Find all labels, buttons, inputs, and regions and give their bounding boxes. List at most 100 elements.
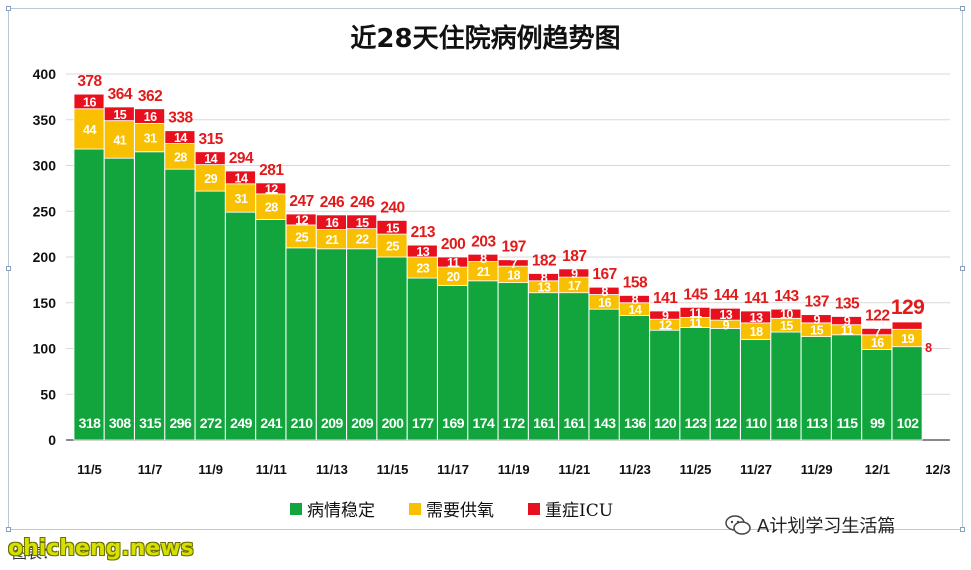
y-tick-label: 200 [33, 249, 57, 265]
data-label-icu: 14 [235, 171, 248, 185]
data-label-stable: 315 [139, 415, 162, 431]
y-tick-label: 300 [33, 158, 57, 174]
bar-stable [558, 292, 590, 441]
data-label-oxygen: 25 [295, 230, 308, 244]
bar-stable [225, 211, 256, 441]
resize-handle-bottom-left[interactable] [6, 527, 11, 532]
bar-icu [497, 259, 529, 267]
data-label-stable: 169 [442, 415, 465, 431]
x-tick-label: 11/11 [256, 462, 287, 477]
data-label-icu: 8 [541, 271, 548, 285]
x-tick-label: 11/21 [558, 462, 590, 477]
resize-handle-right[interactable] [960, 266, 965, 271]
data-label-icu: 16 [83, 95, 96, 109]
data-label-stable: 249 [230, 415, 253, 431]
bar-icu [619, 295, 650, 304]
y-tick-label: 50 [40, 386, 56, 402]
x-tick-label: 11/25 [680, 462, 712, 477]
x-tick-label: 12/3 [925, 462, 950, 477]
data-label-stable: 143 [594, 415, 617, 431]
bar-oxygen [255, 193, 287, 220]
bar-stable [831, 334, 862, 441]
data-label-icu: 12 [265, 182, 278, 196]
resize-handle-top-left[interactable] [6, 6, 11, 11]
total-label: 378 [77, 73, 102, 90]
data-label-icu: 9 [813, 313, 820, 327]
data-label-oxygen: 41 [113, 133, 126, 147]
total-label: 145 [683, 286, 708, 303]
resize-handle-bottom-right[interactable] [960, 527, 965, 532]
total-label: 167 [592, 266, 616, 283]
total-label: 144 [714, 287, 739, 304]
bar-stable [528, 292, 559, 441]
data-label-icu: 16 [144, 110, 157, 124]
x-tick-label: 11/13 [316, 462, 348, 477]
legend-label-stable: 病情稳定 [307, 501, 375, 521]
data-label-oxygen: 19 [901, 332, 914, 346]
data-label-icu: 7 [874, 326, 881, 340]
data-label-oxygen: 21 [325, 233, 338, 247]
bar-icu [376, 219, 408, 235]
data-label-icu: 8 [480, 252, 487, 266]
bar-stable [73, 148, 105, 441]
total-label: 364 [108, 86, 133, 103]
bar-stable [194, 190, 226, 441]
bar-stable [285, 247, 317, 441]
x-tick-label: 11/27 [740, 462, 772, 477]
bar-stable [467, 280, 499, 441]
data-label-icu: 16 [325, 216, 338, 230]
site-watermark: ohicheng.news [8, 536, 194, 561]
data-label-stable: 172 [503, 415, 526, 431]
legend-item-icu: 重症ICU [528, 496, 613, 521]
bar-stable [406, 277, 438, 441]
data-label-stable: 200 [382, 415, 405, 431]
total-label: 135 [835, 295, 860, 312]
data-label-stable: 102 [897, 415, 920, 431]
legend-swatch-stable [290, 502, 302, 515]
data-label-icu: 13 [750, 311, 763, 325]
resize-handle-top-right[interactable] [960, 6, 965, 11]
bar-icu [164, 130, 196, 144]
bar-icu [134, 108, 166, 124]
resize-handle-left[interactable] [6, 266, 11, 271]
x-tick-label: 11/15 [377, 462, 409, 477]
bar-stable [255, 219, 287, 441]
x-tick-label: 12/1 [865, 462, 890, 477]
data-label-icu: 11 [447, 256, 460, 270]
data-label-icu: 15 [386, 221, 399, 235]
y-tick-label: 100 [33, 341, 57, 357]
data-label-stable: 161 [563, 415, 586, 431]
data-label-stable: 136 [624, 415, 647, 431]
bar-stable [709, 327, 741, 441]
data-label-stable: 122 [715, 415, 738, 431]
data-label-oxygen: 15 [810, 324, 823, 338]
data-label-icu: 15 [113, 108, 126, 122]
data-label-stable: 296 [169, 415, 192, 431]
bar-icu [194, 151, 226, 165]
bar-oxygen [164, 143, 196, 170]
data-label-oxygen: 22 [356, 233, 369, 247]
total-label: 141 [744, 290, 769, 307]
x-tick-label: 11/7 [138, 462, 163, 477]
total-label: 362 [138, 88, 162, 105]
data-label-stable: 210 [291, 415, 314, 431]
bar-icu [225, 170, 256, 185]
data-label-oxygen: 13 [538, 281, 551, 295]
data-label-oxygen: 18 [750, 325, 763, 339]
data-label-stable: 209 [351, 415, 374, 431]
bar-icu [467, 253, 499, 262]
total-label: 281 [259, 162, 284, 179]
total-label: 247 [289, 193, 313, 210]
total-label: 143 [774, 288, 799, 305]
bar-icu [255, 182, 287, 195]
total-label: 240 [380, 199, 404, 216]
data-label-stable: 115 [836, 415, 858, 431]
data-label-oxygen: 9 [723, 318, 730, 332]
data-label-stable: 123 [685, 415, 708, 431]
total-label: 200 [441, 236, 465, 253]
chart-title: 近28天住院病例趋势图 [350, 24, 621, 54]
data-label-stable: 308 [109, 415, 132, 431]
bar-stable [497, 282, 529, 441]
x-tick-label: 11/9 [198, 462, 223, 477]
bar-icu [831, 316, 862, 326]
